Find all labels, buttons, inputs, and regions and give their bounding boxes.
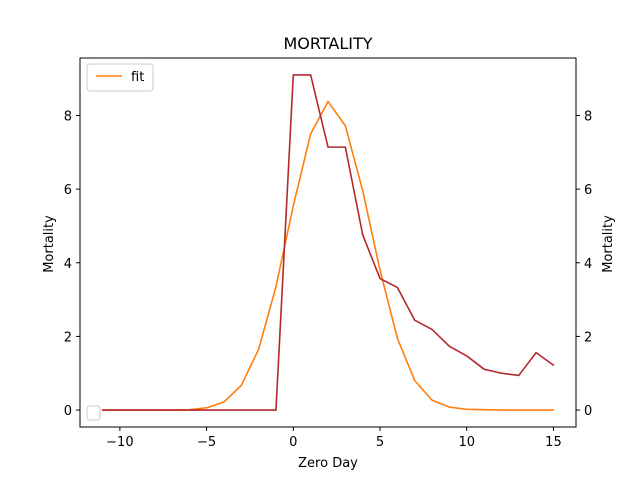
x-tick-label: −10 (106, 435, 133, 450)
x-tick-label: 5 (376, 435, 384, 450)
axes: −10 −5 0 5 10 15 0 0 2 2 4 4 6 6 8 8 (64, 57, 592, 450)
plot-area (101, 74, 555, 411)
plot-frame (79, 57, 577, 428)
x-tick-label: 0 (289, 435, 297, 450)
x-tick-label: −5 (197, 435, 216, 450)
series-line-observed-1 (101, 74, 555, 411)
legend-secondary (86, 405, 101, 421)
x-axis-label: Zero Day (298, 456, 358, 471)
y-tick-label-right: 2 (584, 330, 592, 345)
x-tick-label: 10 (458, 435, 475, 450)
legend-label-fit: fit (131, 70, 144, 85)
y-tick-label-left: 8 (64, 109, 72, 124)
x-tick-label: 15 (545, 435, 562, 450)
y-tick-label-left: 0 (64, 404, 72, 419)
legend-secondary-box (86, 405, 101, 421)
chart-title: MORTALITY (283, 34, 372, 53)
y-tick-label-left: 6 (64, 183, 72, 198)
y-tick-label-left: 4 (64, 257, 72, 272)
legend: fit (86, 63, 154, 92)
y-tick-label-right: 6 (584, 183, 592, 198)
y-axis-label-left: Mortality (42, 215, 57, 273)
y-tick-label-right: 8 (584, 109, 592, 124)
y-tick-label-left: 2 (64, 330, 72, 345)
y-axis-label-right: Mortality (601, 215, 616, 273)
y-tick-label-right: 0 (584, 404, 592, 419)
legend-box (86, 63, 154, 92)
y-tick-label-right: 4 (584, 257, 592, 272)
